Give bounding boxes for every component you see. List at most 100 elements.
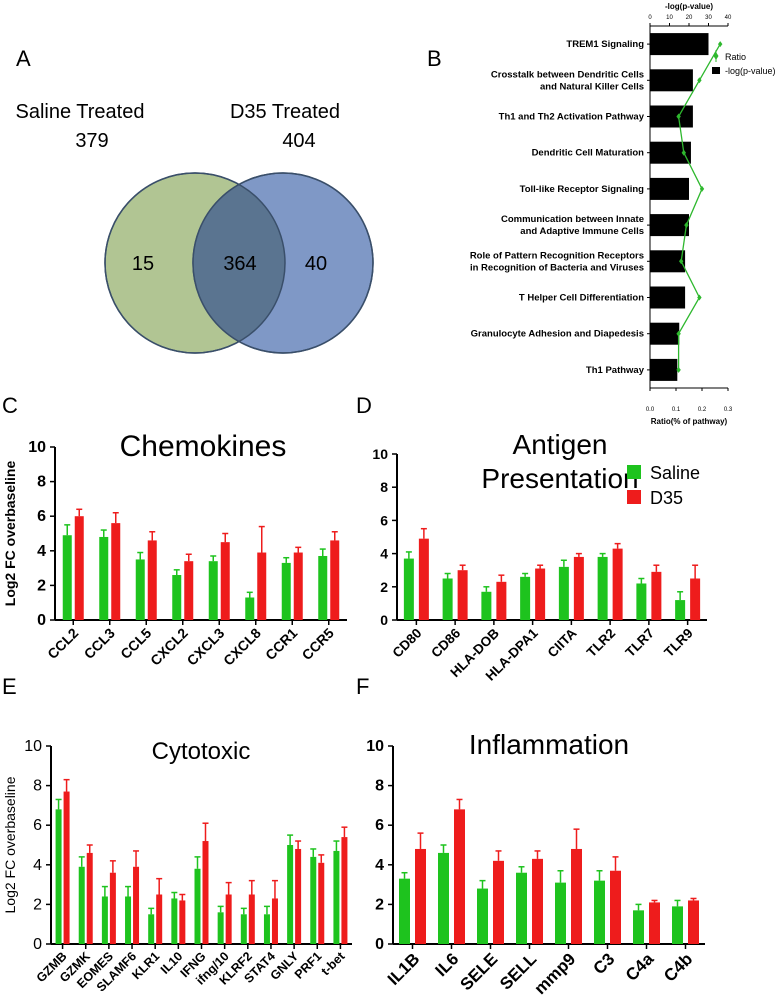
ratio-point: [676, 113, 681, 120]
x-tick-label: CCR1: [262, 625, 300, 663]
panel-label-d: D: [356, 393, 372, 418]
pathway-label: Th1 Pathway: [586, 365, 645, 376]
y-tick-label: 0: [37, 612, 46, 629]
d35-bar: [86, 852, 93, 944]
d35-bar: [184, 561, 194, 620]
y-tick-label: 4: [375, 857, 384, 874]
x-tick-label: CXCL8: [220, 625, 264, 669]
pathway-bar: [650, 33, 709, 56]
d35-bar: [133, 866, 140, 944]
x-tick-label: IL1B: [384, 949, 423, 988]
ratio-point: [697, 294, 702, 301]
pathway-bar: [650, 105, 693, 128]
x-tick-label: PRF1: [292, 949, 325, 982]
y-tick-label: 2: [33, 896, 42, 913]
d35-bar: [690, 578, 701, 620]
y-tick-label: 8: [33, 778, 42, 795]
pathway-label: Dendritic Cell Maturation: [532, 148, 645, 159]
saline-bar: [636, 583, 647, 620]
pathway-label: Granulocyte Adhesion and Diapedesis: [471, 329, 644, 340]
chart-title: Chemokines: [120, 430, 287, 463]
top-axis-tick-label: 10: [666, 15, 673, 21]
pathway-bar: [650, 177, 689, 200]
saline-bar: [55, 809, 62, 944]
x-tick-label: TLR7: [623, 626, 657, 660]
d35-bar: [415, 848, 426, 944]
panel-label-b: B: [427, 46, 442, 71]
pathway-label: Crosstalk between Dendritic Cells: [491, 69, 644, 80]
y-tick-label: 8: [380, 479, 388, 495]
d35-bar: [573, 556, 584, 620]
d35-bar: [457, 570, 468, 620]
venn-total-saline: 379: [75, 130, 108, 152]
saline-bar: [481, 591, 492, 620]
saline-bar: [62, 535, 72, 620]
legend-saline-swatch: [627, 465, 641, 479]
saline-bar: [78, 866, 85, 944]
x-tick-label: IL6: [432, 949, 463, 980]
d35-bar: [220, 542, 230, 620]
saline-bar: [318, 555, 328, 620]
pathway-label: Toll-like Receptor Signaling: [520, 184, 645, 195]
saline-bar: [555, 882, 566, 944]
x-tick-label: CIITA: [545, 625, 580, 660]
saline-bar: [281, 562, 291, 620]
pathway-bar: [650, 358, 678, 381]
top-axis-tick-label: 0: [648, 15, 652, 21]
saline-bar: [217, 912, 224, 944]
saline-bar: [310, 856, 317, 944]
panel-label-f: F: [356, 674, 369, 699]
bottom-axis-tick-label: 0.3: [724, 407, 733, 413]
pathway-label: TREM1 Signaling: [566, 39, 644, 50]
saline-bar: [287, 845, 294, 944]
saline-bar: [135, 559, 145, 620]
y-tick-label: 10: [372, 446, 388, 462]
saline-bar: [438, 852, 449, 944]
x-tick-label: CCL2: [44, 625, 81, 662]
d35-bar: [688, 900, 699, 944]
ratio-point: [697, 77, 702, 84]
pathway-bar: [650, 141, 691, 164]
d35-bar: [74, 516, 84, 620]
y-tick-label: 4: [33, 857, 42, 874]
ratio-point: [679, 258, 684, 265]
top-axis-tick-label: 30: [705, 15, 712, 21]
saline-bar: [594, 880, 605, 944]
saline-bar: [171, 898, 178, 944]
pathway-label: Role of Pattern Recognition Receptors: [470, 250, 644, 261]
y-tick-label: 8: [375, 778, 384, 795]
d35-bar: [649, 902, 660, 944]
y-tick-label: 8: [37, 474, 46, 491]
venn-overlap-count: 364: [223, 253, 256, 275]
d35-bar: [147, 540, 157, 620]
bottom-axis-tick-label: 0.1: [672, 407, 681, 413]
pathway-bar: [650, 214, 689, 237]
bottom-axis-title: Ratio(% of pathway): [651, 417, 728, 426]
saline-bar: [263, 914, 270, 944]
y-tick-label: 2: [375, 896, 384, 913]
ratio-point: [676, 330, 681, 337]
pathway-label: T Helper Cell Differentiation: [519, 293, 644, 304]
ratio-point: [684, 222, 689, 229]
legend-d35-swatch: [627, 490, 641, 504]
d35-bar: [63, 791, 70, 944]
saline-bar: [516, 872, 527, 944]
pathway-bar: [650, 250, 686, 273]
d35-bar: [225, 894, 232, 944]
d35-bar: [202, 841, 209, 944]
saline-bar: [245, 597, 255, 620]
y-axis-title: Log2 FC overbaseline: [2, 461, 18, 607]
saline-bar: [240, 914, 247, 944]
x-tick-label: KLR1: [129, 949, 162, 982]
d35-bar: [295, 848, 302, 944]
pathway-label: Th1 and Th2 Activation Pathway: [499, 112, 645, 123]
y-tick-label: 0: [375, 936, 384, 953]
bottom-axis-tick-label: 0.0: [646, 407, 655, 413]
ratio-line: [677, 43, 721, 370]
saline-bar: [558, 566, 569, 620]
pathway-label: and Natural Killer Cells: [540, 81, 644, 92]
legend-pvalue-label: -log(p-value): [725, 66, 776, 76]
chart-title: Presentation: [481, 463, 638, 494]
saline-bar: [520, 576, 531, 620]
